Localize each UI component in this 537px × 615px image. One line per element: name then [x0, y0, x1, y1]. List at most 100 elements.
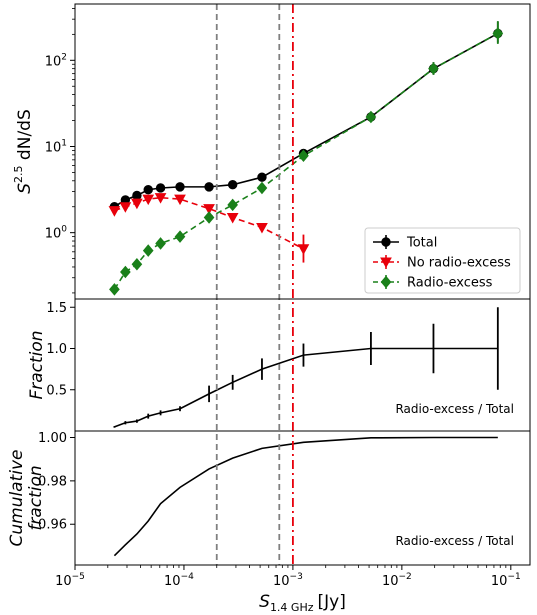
data-point	[174, 230, 186, 243]
axes-frames	[74, 3, 531, 566]
data-point	[155, 183, 166, 193]
x-label-subscript: 1.4 GHz	[270, 601, 314, 614]
x-tick-label: 10−1	[491, 572, 521, 589]
legend-entry: Radio-excess	[373, 275, 493, 291]
data-point	[428, 62, 439, 75]
cumulative-fraction-panel: 0.96 0.98 1.00 Cumulative fraction Radio-exce…	[7, 431, 514, 557]
series-radio-excess-total	[113, 436, 498, 557]
y-tick-base: 10	[45, 54, 62, 69]
x-tick-base: 10	[55, 574, 72, 589]
data-point	[109, 283, 120, 296]
y-tick-label: 1.5	[46, 301, 67, 316]
data-point	[119, 202, 132, 213]
series-no-radio-excess	[108, 193, 310, 263]
x-tick-exponent: −2	[398, 572, 411, 582]
y-label-rest: dN/dS	[15, 109, 35, 165]
y-axis-label: Fraction	[27, 330, 47, 399]
data-point	[257, 172, 267, 182]
data-point	[142, 194, 155, 206]
shared-x-axis: 10−5 10−4 10−3 10−2 10−1S1.4 GHz [Jy]	[55, 565, 521, 614]
legend-label: Radio-excess	[407, 276, 493, 291]
x-tick-base: 10	[382, 574, 399, 589]
data-point	[155, 237, 166, 250]
x-tick-exponent: −5	[72, 572, 85, 582]
data-point	[256, 222, 268, 234]
y-axis-label: S2.5 dN/dS	[12, 109, 35, 194]
data-point	[120, 265, 131, 279]
data-point	[203, 211, 215, 224]
data-point	[297, 244, 310, 255]
data-point	[131, 198, 143, 210]
y-tick-exponent: 2	[61, 52, 67, 62]
y-tick-label: 0.96	[38, 518, 67, 533]
y-tick-label: 102	[45, 52, 67, 69]
y-tick-label: 1.00	[38, 431, 67, 446]
y-axis-label-line1: Cumulative	[7, 449, 27, 546]
data-point	[174, 194, 186, 206]
series-radio-excess	[109, 21, 504, 296]
x-tick-label: 10−2	[382, 572, 412, 589]
data-point	[132, 190, 142, 201]
x-tick-label: 10−4	[164, 572, 194, 589]
y-tick-label: 101	[45, 138, 67, 155]
data-point	[256, 181, 268, 195]
data-point	[380, 275, 392, 289]
x-tick-base: 10	[273, 574, 290, 589]
series-radio-excess-total	[113, 307, 499, 428]
data-point	[154, 193, 167, 204]
y-tick-label: 1.0	[46, 342, 67, 357]
data-point	[143, 185, 153, 195]
y-tick-base: 10	[45, 227, 62, 242]
reference-lines	[215, 4, 294, 565]
x-tick-base: 10	[164, 574, 181, 589]
legend-entry: No radio-excess	[373, 255, 511, 271]
x-tick-label: 10−5	[55, 572, 85, 589]
data-point	[380, 257, 392, 269]
panel-annotation: Radio-excess / Total	[395, 402, 514, 416]
y-tick-label: 0.5	[46, 383, 67, 398]
data-point	[142, 244, 154, 257]
series-line	[113, 436, 498, 557]
data-point	[227, 198, 239, 212]
y-tick-label: 100	[45, 225, 68, 242]
series-line	[113, 32, 499, 208]
y-axis-ticks: 0.96 0.98 1.00	[38, 431, 75, 533]
data-point	[204, 182, 214, 192]
data-point	[108, 206, 121, 217]
x-label-unit: [Jy]	[318, 592, 346, 612]
y-tick-base: 10	[45, 140, 62, 155]
data-point	[365, 110, 377, 124]
data-point	[381, 237, 391, 247]
legend-box	[364, 227, 521, 294]
data-point	[227, 180, 238, 190]
y-axis-label-line2: fraction	[26, 465, 46, 530]
legend-label: No radio-excess	[407, 256, 511, 271]
legend-entry: Total	[373, 235, 437, 251]
fraction-panel: 0.5 1.0 1.5 Fraction Radio-excess / Total	[27, 301, 514, 428]
x-tick-label: 10−3	[273, 572, 303, 589]
y-label-superscript: 2.5	[12, 165, 25, 183]
x-tick-exponent: −4	[181, 572, 195, 582]
data-point	[298, 149, 309, 163]
x-tick-exponent: −3	[290, 572, 303, 582]
y-tick-exponent: 1	[61, 138, 67, 148]
legend-label: Total	[406, 236, 437, 251]
y-tick-label: 0.98	[38, 474, 67, 489]
x-label-main: S	[259, 592, 270, 612]
data-point	[131, 257, 143, 271]
data-point	[226, 212, 239, 224]
panel-annotation: Radio-excess / Total	[395, 534, 514, 548]
panel-frame	[74, 430, 531, 566]
series-total	[109, 21, 503, 212]
x-tick-exponent: −1	[507, 572, 520, 582]
data-point	[492, 27, 504, 40]
legend: Total No radio-excess Radio-excess	[364, 227, 521, 294]
x-axis-label: S1.4 GHz [Jy]	[259, 592, 346, 614]
data-point	[175, 182, 185, 192]
y-label-main: S	[15, 183, 35, 194]
y-axis-ticks: 0.5 1.0 1.5	[46, 301, 75, 398]
x-tick-base: 10	[491, 574, 508, 589]
